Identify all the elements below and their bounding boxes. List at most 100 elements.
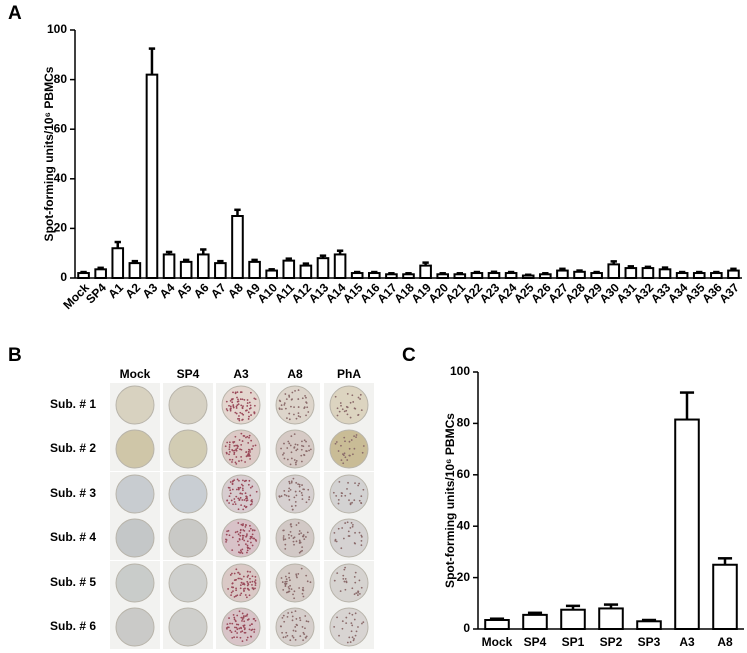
spot: [354, 581, 357, 584]
spot: [345, 405, 348, 408]
spot: [341, 627, 344, 630]
spot: [231, 401, 234, 404]
spot: [293, 433, 296, 435]
spot: [333, 625, 336, 628]
spot: [346, 459, 349, 461]
spot: [361, 622, 363, 625]
well: [168, 385, 208, 425]
spot: [353, 499, 356, 502]
spot: [302, 631, 305, 634]
spot: [289, 444, 292, 447]
spot: [285, 582, 288, 585]
spot: [233, 451, 236, 454]
spot: [350, 521, 353, 524]
spot: [232, 613, 235, 616]
spot: [351, 394, 354, 397]
spot: [290, 405, 292, 408]
spot: [244, 525, 247, 528]
spot: [359, 393, 362, 396]
spot: [246, 576, 249, 578]
well: [115, 429, 155, 469]
spot: [281, 631, 284, 634]
column-label: SP4: [177, 367, 200, 381]
spot: [231, 488, 234, 491]
spot: [290, 435, 293, 438]
bar: [402, 273, 415, 279]
spot: [334, 538, 337, 541]
spot: [237, 398, 239, 401]
well: [275, 474, 315, 514]
spot: [286, 634, 289, 637]
x-tick-label: SP2: [600, 635, 623, 649]
spot: [237, 540, 239, 543]
spot: [340, 444, 342, 447]
y-tick-label: 20: [457, 570, 471, 584]
spot: [225, 408, 228, 410]
spot: [231, 458, 234, 461]
spot: [350, 630, 353, 633]
row-label: Sub. # 5: [50, 575, 96, 589]
row-label: Sub. # 4: [50, 530, 96, 544]
spot: [346, 521, 349, 524]
spot: [293, 413, 295, 416]
spot: [248, 454, 251, 457]
spot: [290, 525, 293, 528]
spot: [293, 496, 296, 499]
bar: [598, 607, 624, 631]
spot: [245, 524, 247, 527]
spot: [354, 634, 357, 637]
bar: [316, 257, 330, 280]
spot: [348, 612, 351, 615]
spot: [302, 488, 305, 491]
spot: [249, 486, 252, 489]
spot: [244, 543, 247, 546]
spot: [293, 446, 296, 449]
spot: [300, 492, 303, 494]
bar: [299, 264, 313, 280]
spot: [233, 572, 236, 575]
spot: [229, 409, 232, 412]
spot: [358, 499, 361, 502]
bar: [470, 272, 484, 280]
spot: [235, 623, 238, 626]
spot: [357, 594, 359, 596]
spot: [231, 461, 233, 463]
spot: [237, 533, 240, 536]
spot: [235, 587, 237, 590]
bar: [484, 619, 510, 631]
spot: [236, 530, 239, 533]
spot: [305, 396, 307, 399]
spot: [228, 617, 230, 619]
spot: [246, 551, 248, 554]
spot: [289, 488, 292, 491]
y-tick-label: 20: [54, 221, 68, 235]
spot: [246, 435, 249, 438]
spot: [228, 448, 231, 451]
spot: [232, 441, 235, 443]
spot: [226, 623, 229, 626]
y-tick-label: 60: [457, 467, 471, 481]
spot: [357, 591, 359, 594]
spot: [241, 440, 244, 442]
spot: [282, 538, 285, 541]
spot: [250, 635, 253, 638]
spot: [246, 533, 248, 536]
bar: [419, 264, 432, 280]
spot: [243, 499, 246, 501]
spot: [251, 580, 254, 583]
spot: [234, 630, 237, 633]
spot: [242, 615, 245, 618]
spot: [359, 398, 361, 400]
spot: [248, 479, 251, 482]
spot: [240, 443, 243, 446]
spot: [341, 408, 344, 411]
spot: [291, 508, 294, 511]
spot: [253, 404, 256, 407]
spot: [288, 537, 291, 539]
bar: [504, 272, 518, 280]
spot: [229, 458, 231, 461]
spot: [296, 576, 298, 579]
spot: [238, 551, 240, 554]
spot: [297, 389, 300, 392]
spot: [251, 544, 254, 547]
